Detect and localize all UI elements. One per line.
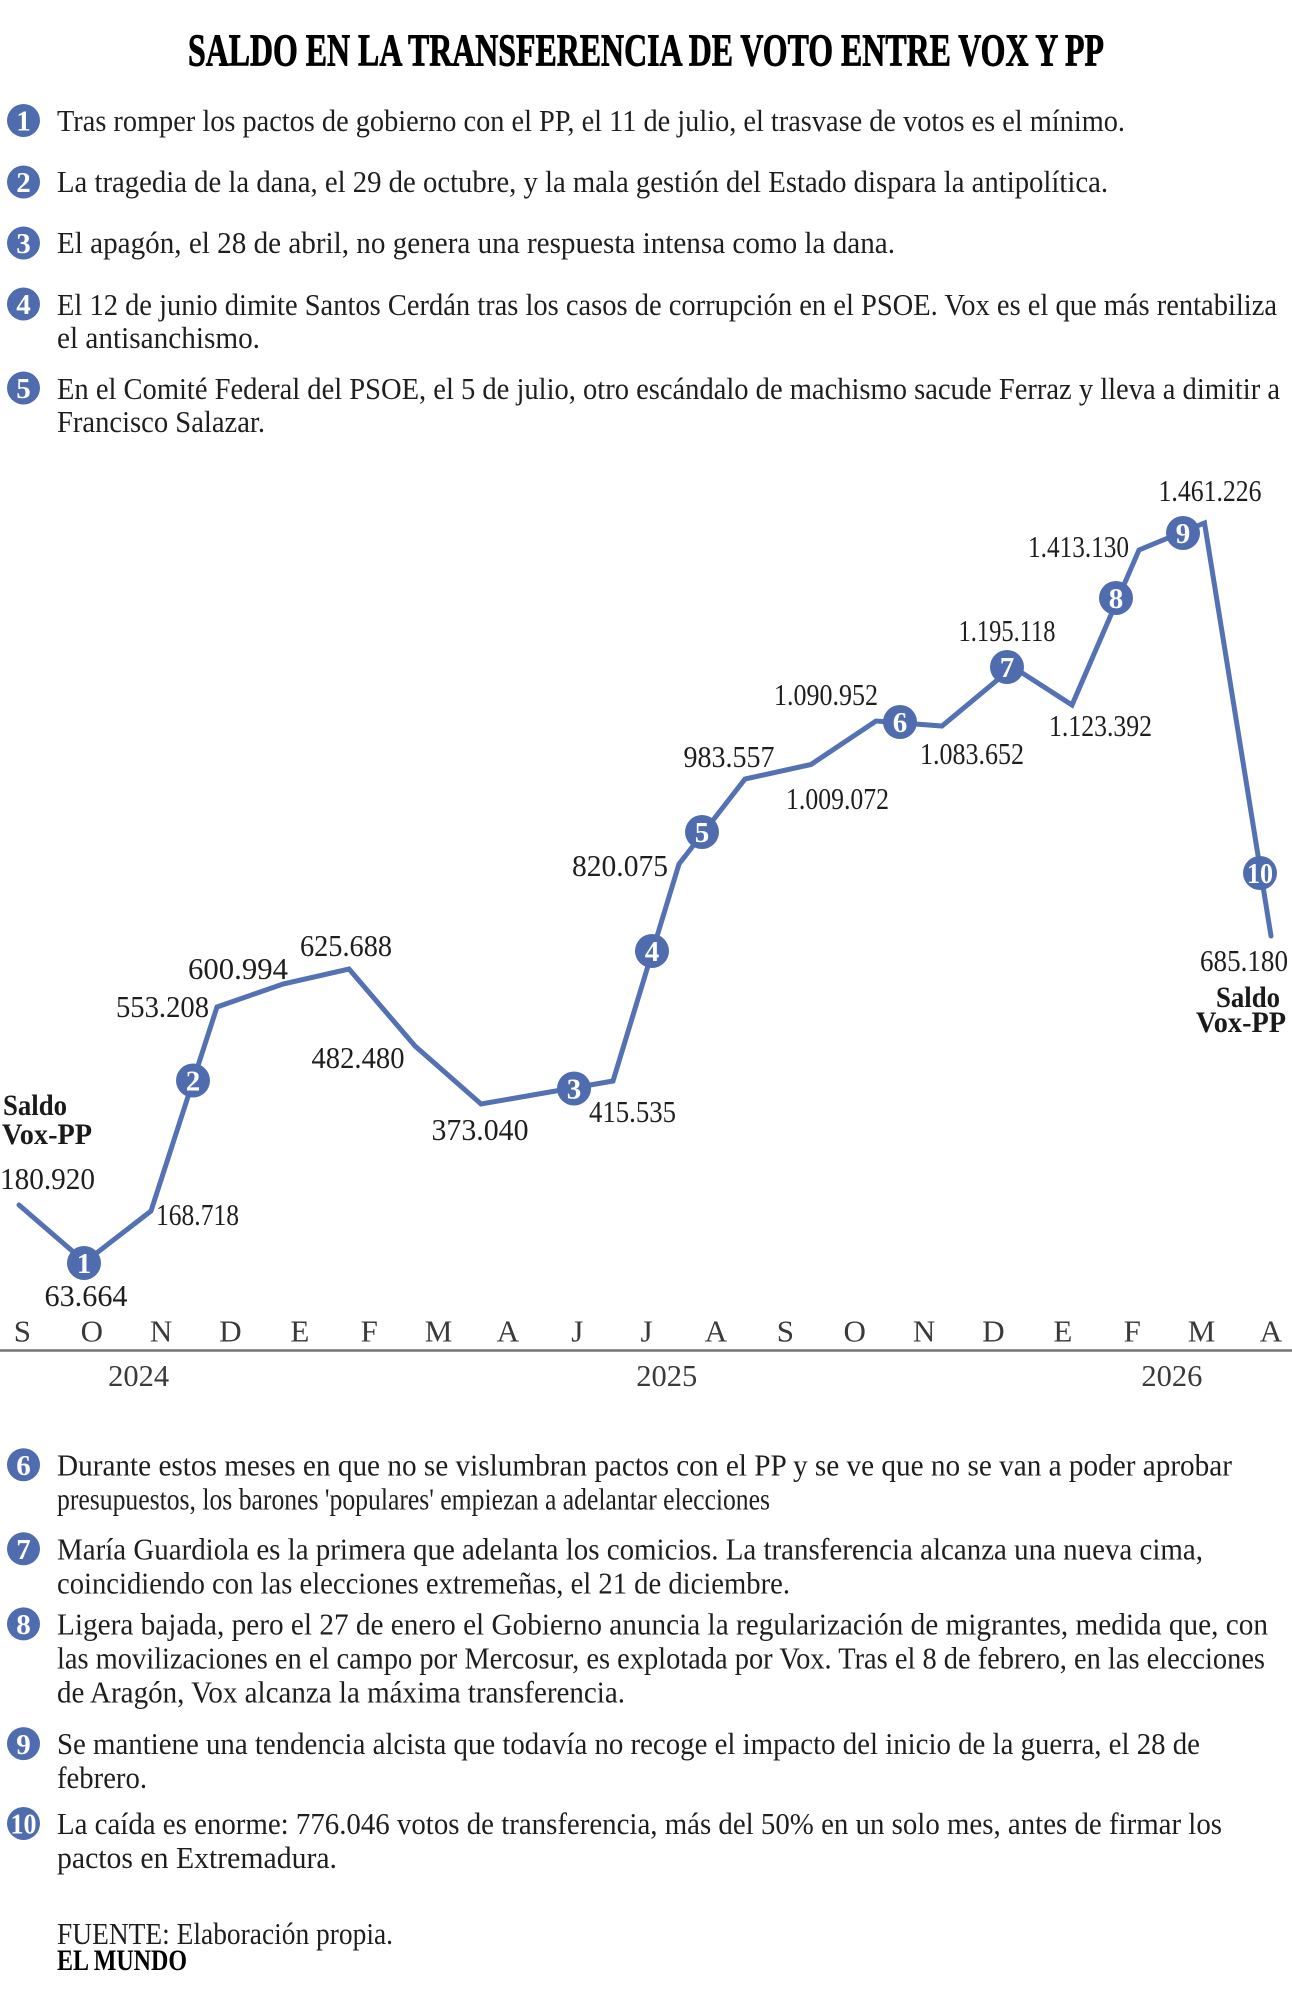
svg-text:2: 2 — [16, 167, 31, 199]
svg-text:180.920: 180.920 — [0, 1162, 95, 1196]
svg-text:10: 10 — [11, 1809, 37, 1841]
svg-text:Ligera bajada, pero el 27 de e: Ligera bajada, pero el 27 de enero el Go… — [57, 1608, 1268, 1642]
svg-text:J: J — [641, 1314, 653, 1349]
svg-text:1: 1 — [16, 106, 31, 138]
svg-text:6: 6 — [16, 1450, 31, 1482]
svg-text:373.040: 373.040 — [432, 1113, 529, 1147]
svg-text:N: N — [913, 1314, 935, 1349]
svg-text:6: 6 — [893, 707, 908, 739]
svg-text:A: A — [705, 1314, 728, 1349]
svg-text:F: F — [361, 1314, 378, 1349]
svg-text:2: 2 — [186, 1066, 201, 1098]
svg-text:1.413.130: 1.413.130 — [1028, 530, 1129, 564]
svg-text:Francisco Salazar.: Francisco Salazar. — [57, 405, 265, 439]
svg-text:8: 8 — [1109, 583, 1124, 615]
svg-text:S: S — [14, 1314, 31, 1349]
svg-text:168.718: 168.718 — [156, 1198, 239, 1232]
svg-text:Durante estos meses en que no: Durante estos meses en que no se vislumb… — [57, 1449, 1232, 1483]
svg-text:1.009.072: 1.009.072 — [786, 782, 889, 816]
svg-text:1.123.392: 1.123.392 — [1049, 709, 1152, 743]
svg-text:D: D — [219, 1314, 241, 1349]
svg-text:O: O — [844, 1314, 866, 1349]
svg-text:A: A — [1260, 1314, 1283, 1349]
svg-text:pactos en Extremadura.: pactos en Extremadura. — [57, 1841, 337, 1875]
svg-text:M: M — [425, 1314, 453, 1349]
svg-text:E: E — [290, 1314, 309, 1349]
svg-text:En el Comité Federal del PSOE,: En el Comité Federal del PSOE, el 5 de j… — [57, 372, 1280, 406]
svg-text:9: 9 — [1176, 518, 1191, 550]
svg-text:La tragedia de la dana, el 29: La tragedia de la dana, el 29 de octubre… — [57, 165, 1108, 199]
svg-text:presupuestos, los barones 'pop: presupuestos, los barones 'populares' em… — [57, 1483, 770, 1517]
svg-text:María Guardiola es la primera: María Guardiola es la primera que adelan… — [57, 1533, 1203, 1567]
svg-text:A: A — [497, 1314, 520, 1349]
svg-text:F: F — [1124, 1314, 1141, 1349]
svg-text:El 12 de junio dimite Santos C: El 12 de junio dimite Santos Cerdán tras… — [57, 288, 1277, 322]
svg-text:M: M — [1188, 1314, 1216, 1349]
svg-text:4: 4 — [645, 936, 660, 968]
svg-text:D: D — [982, 1314, 1004, 1349]
svg-text:el antisanchismo.: el antisanchismo. — [57, 321, 260, 355]
svg-text:Se mantiene una tendencia alci: Se mantiene una tendencia alcista que to… — [57, 1727, 1200, 1761]
svg-text:1.461.226: 1.461.226 — [1159, 474, 1262, 508]
svg-text:5: 5 — [695, 817, 710, 849]
svg-text:Vox-PP: Vox-PP — [2, 1118, 92, 1151]
svg-text:N: N — [150, 1314, 172, 1349]
svg-text:4: 4 — [16, 289, 31, 321]
svg-text:El apagón, el 28 de abril, no: El apagón, el 28 de abril, no genera una… — [57, 226, 895, 260]
svg-text:2024: 2024 — [108, 1359, 169, 1393]
svg-text:FUENTE: Elaboración propia.: FUENTE: Elaboración propia. — [57, 1917, 393, 1951]
svg-text:625.688: 625.688 — [300, 929, 392, 963]
svg-text:de Aragón, Vox alcanza la máxi: de Aragón, Vox alcanza la máxima transfe… — [57, 1676, 625, 1710]
svg-text:EL MUNDO: EL MUNDO — [57, 1944, 187, 1977]
svg-text:415.535: 415.535 — [589, 1095, 676, 1129]
svg-text:Saldo: Saldo — [1216, 981, 1280, 1014]
svg-text:7: 7 — [16, 1534, 31, 1566]
svg-text:2025: 2025 — [636, 1359, 697, 1393]
svg-text:553.208: 553.208 — [116, 990, 209, 1024]
svg-text:1: 1 — [77, 1248, 92, 1280]
svg-text:1.195.118: 1.195.118 — [959, 614, 1056, 648]
svg-text:482.480: 482.480 — [312, 1041, 405, 1075]
svg-text:O: O — [81, 1314, 103, 1349]
svg-text:5: 5 — [16, 373, 31, 405]
svg-text:Vox-PP: Vox-PP — [1196, 1006, 1286, 1039]
svg-text:2026: 2026 — [1141, 1359, 1202, 1393]
svg-text:coincidiendo con las eleccione: coincidiendo con las elecciones extremeñ… — [57, 1567, 790, 1601]
svg-text:3: 3 — [16, 228, 31, 260]
svg-text:8: 8 — [16, 1609, 31, 1641]
svg-text:685.180: 685.180 — [1200, 944, 1288, 978]
svg-text:SALDO EN LA TRANSFERENCIA DE V: SALDO EN LA TRANSFERENCIA DE VOTO ENTRE … — [188, 25, 1104, 76]
svg-text:7: 7 — [1000, 652, 1015, 684]
svg-text:Saldo: Saldo — [3, 1089, 67, 1122]
svg-text:1.083.652: 1.083.652 — [920, 737, 1024, 771]
svg-text:983.557: 983.557 — [684, 740, 775, 774]
svg-text:Tras romper los pactos de gobi: Tras romper los pactos de gobierno con e… — [57, 104, 1125, 138]
svg-text:820.075: 820.075 — [572, 849, 668, 883]
svg-text:600.994: 600.994 — [188, 952, 288, 986]
svg-text:9: 9 — [16, 1729, 31, 1761]
svg-text:10: 10 — [1247, 858, 1273, 890]
svg-text:La caída es enorme: 776.046 vo: La caída es enorme: 776.046 votos de tra… — [57, 1807, 1222, 1841]
svg-text:E: E — [1053, 1314, 1072, 1349]
svg-text:1.090.952: 1.090.952 — [774, 678, 878, 712]
svg-text:las movilizaciones en el campo: las movilizaciones en el campo por Merco… — [57, 1642, 1265, 1676]
svg-text:febrero.: febrero. — [57, 1761, 147, 1795]
svg-text:3: 3 — [567, 1074, 582, 1106]
svg-text:63.664: 63.664 — [45, 1279, 128, 1313]
svg-text:S: S — [777, 1314, 794, 1349]
svg-text:J: J — [571, 1314, 583, 1349]
